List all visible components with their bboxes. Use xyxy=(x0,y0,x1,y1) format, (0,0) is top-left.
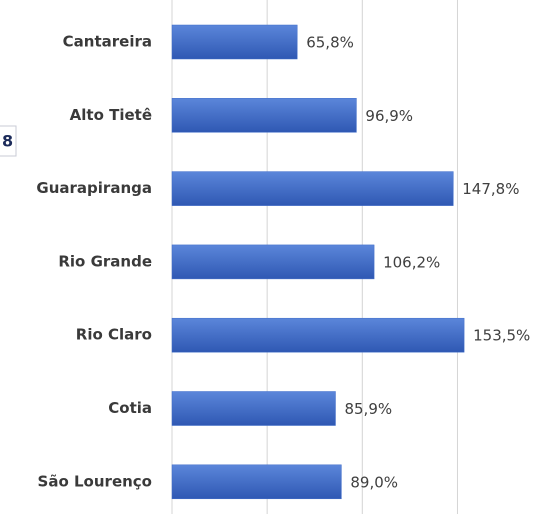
bar xyxy=(171,317,465,353)
value-label: 89,0% xyxy=(350,473,398,491)
category-label: Rio Grande xyxy=(58,252,152,270)
bar xyxy=(171,24,298,60)
bar xyxy=(171,391,336,426)
annotation-box xyxy=(0,125,17,157)
value-label: 153,5% xyxy=(473,327,530,345)
bar xyxy=(171,464,342,500)
category-label: Guarapiranga xyxy=(36,179,152,197)
bar xyxy=(171,244,375,280)
value-label: 65,8% xyxy=(306,34,354,52)
annotation: 8 xyxy=(2,132,13,151)
value-label: 96,9% xyxy=(365,107,413,125)
value-label: 147,8% xyxy=(462,180,519,198)
category-label: Cantareira xyxy=(63,33,152,51)
category-label: Rio Claro xyxy=(76,326,152,344)
category-label: Alto Tietê xyxy=(70,106,152,124)
value-label: 85,9% xyxy=(344,400,392,418)
category-label: Cotia xyxy=(108,399,152,417)
category-label: São Lourenço xyxy=(38,472,152,490)
bar xyxy=(171,171,454,206)
bar xyxy=(171,98,357,133)
value-label: 106,2% xyxy=(383,253,440,271)
